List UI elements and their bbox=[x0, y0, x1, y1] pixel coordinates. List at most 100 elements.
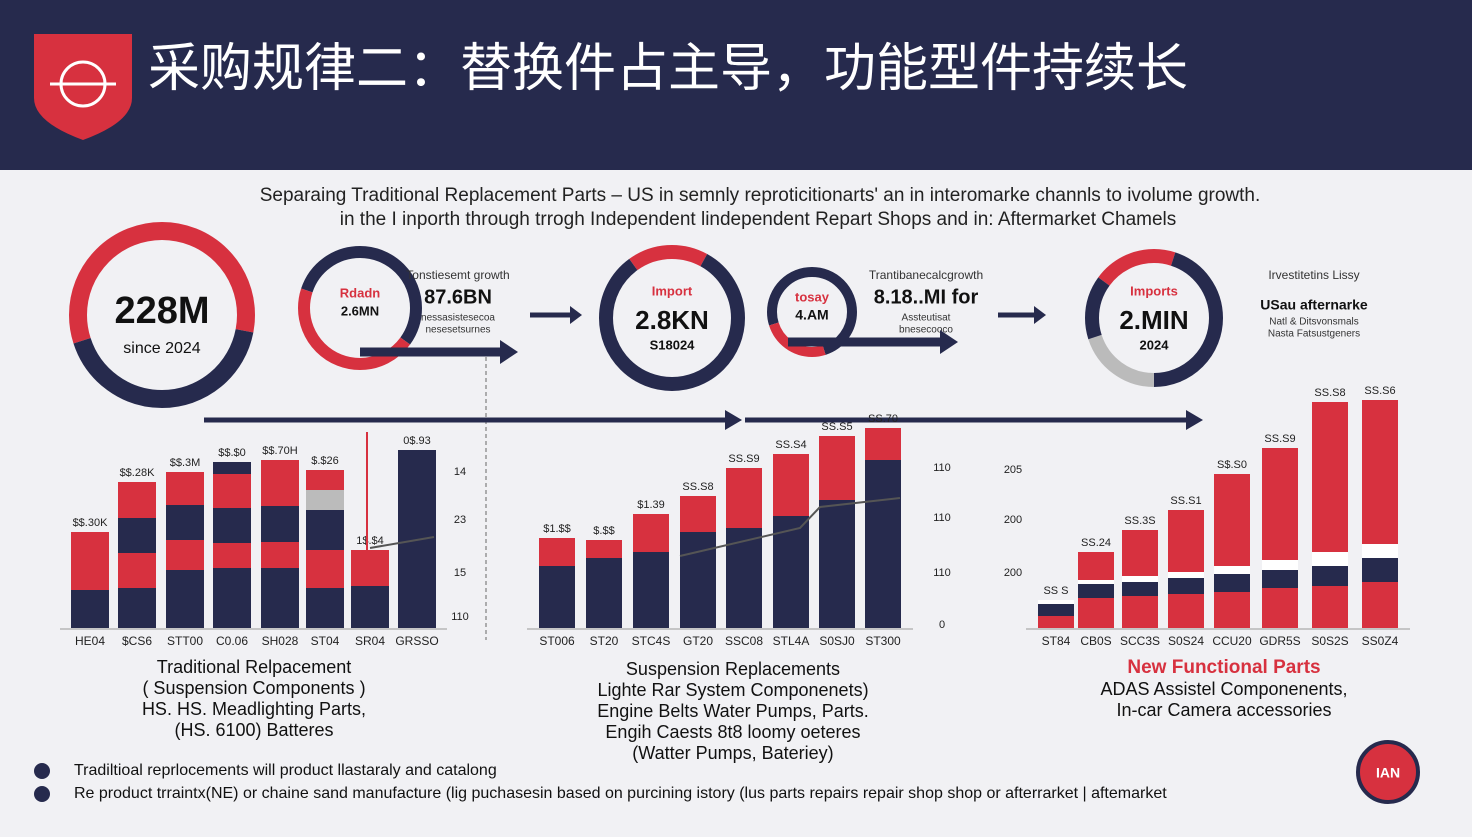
bar-label: 1$.$4 bbox=[356, 535, 384, 547]
bar-segment bbox=[633, 514, 669, 552]
x-label: ST20 bbox=[590, 634, 619, 648]
x-label: $CS6 bbox=[122, 634, 152, 648]
bar-segment bbox=[1214, 592, 1250, 628]
bar-segment bbox=[1214, 474, 1250, 566]
x-label: CCU20 bbox=[1212, 634, 1252, 648]
donut-arc bbox=[69, 222, 255, 408]
bar-segment bbox=[118, 518, 156, 553]
bar-segment bbox=[773, 516, 809, 628]
bar-label: S$.S0 bbox=[1217, 459, 1247, 471]
bar-label: SS.S8 bbox=[1314, 387, 1345, 399]
trend-line bbox=[369, 536, 435, 549]
axis-label: 200 bbox=[1004, 514, 1022, 526]
title: 采购规律二：替换件占主导，功能型件持续长 bbox=[148, 39, 1188, 99]
bar-segment bbox=[1038, 600, 1074, 604]
bar-label: SS.S8 bbox=[682, 481, 713, 493]
bar-label: SS.24 bbox=[1081, 537, 1111, 549]
x-label: STT00 bbox=[167, 634, 203, 648]
x-label: SR04 bbox=[355, 634, 385, 648]
bar-segment bbox=[118, 482, 156, 518]
bar-segment bbox=[1312, 402, 1348, 552]
bar-label: SS.S1 bbox=[1170, 495, 1201, 507]
donut-sub: 2024 bbox=[1140, 337, 1170, 352]
axis-label: 205 bbox=[1004, 464, 1022, 476]
bar-segment bbox=[306, 490, 344, 510]
x-label: SSC08 bbox=[725, 634, 763, 648]
donut-value: 2.MIN bbox=[1119, 305, 1188, 335]
caption: Engine Belts Water Pumps, Parts. bbox=[597, 701, 868, 721]
callout-note: nesesetsurnes bbox=[425, 325, 490, 336]
bar-segment bbox=[261, 460, 299, 506]
bar-segment bbox=[1362, 544, 1398, 558]
bar-segment bbox=[1262, 588, 1298, 628]
donut-top: Imports bbox=[1130, 283, 1178, 298]
bar-segment bbox=[586, 558, 622, 628]
bar-segment bbox=[213, 462, 251, 474]
bar-segment bbox=[1122, 576, 1158, 582]
bar-segment bbox=[1312, 552, 1348, 566]
x-label: ST84 bbox=[1042, 634, 1071, 648]
callout-note: Nasta Fatsustgeners bbox=[1268, 329, 1360, 340]
arrow-head bbox=[1186, 410, 1203, 430]
x-label: GDR5S bbox=[1259, 634, 1300, 648]
bar-label: $1.39 bbox=[637, 499, 665, 511]
bar-segment bbox=[1214, 566, 1250, 574]
bar-label: $$.70H bbox=[262, 445, 298, 457]
donut-arc bbox=[767, 267, 857, 357]
bar-segment bbox=[1362, 582, 1398, 628]
callout-value: 8.18..MI for bbox=[874, 286, 979, 308]
donut-value: 2.8KN bbox=[635, 305, 709, 335]
donut-arc bbox=[1085, 249, 1223, 387]
axis-label: 15 bbox=[454, 567, 466, 579]
bar-label: SS.S9 bbox=[1264, 433, 1295, 445]
axis-label: 23 bbox=[454, 514, 466, 526]
x-label: SCC3S bbox=[1120, 634, 1160, 648]
bar-label: $1.$$ bbox=[543, 523, 571, 535]
bar-label: SS.S4 bbox=[775, 439, 806, 451]
callout-note: bnesecooco bbox=[899, 325, 953, 336]
bar-segment bbox=[71, 532, 109, 590]
bar-segment bbox=[1312, 566, 1348, 586]
donut-arc bbox=[298, 246, 422, 370]
bar-segment bbox=[1168, 510, 1204, 572]
bar-segment bbox=[1122, 582, 1158, 596]
bar-label: $$.$0 bbox=[218, 447, 246, 459]
bar-segment bbox=[261, 542, 299, 568]
bar-segment bbox=[865, 428, 901, 460]
donut-value: 2.6MN bbox=[341, 303, 379, 318]
arrow-head bbox=[1034, 306, 1046, 324]
donut-value: 228M bbox=[114, 290, 209, 332]
bar-segment bbox=[1122, 596, 1158, 628]
bar-segment bbox=[261, 506, 299, 542]
bar-segment bbox=[1168, 572, 1204, 578]
donut-arc bbox=[298, 246, 422, 370]
caption: ADAS Assistel Componenents, bbox=[1100, 679, 1347, 699]
bar-segment bbox=[1168, 594, 1204, 628]
x-label: S0SJ0 bbox=[819, 634, 855, 648]
bar-segment bbox=[213, 508, 251, 543]
bar-segment bbox=[166, 472, 204, 505]
callout-note: Assteutisat bbox=[902, 313, 951, 324]
x-label: CB0S bbox=[1080, 634, 1111, 648]
bar-segment bbox=[1078, 552, 1114, 580]
bar-label: $.$26 bbox=[311, 455, 339, 467]
bar-segment bbox=[1038, 604, 1074, 616]
bullet bbox=[34, 763, 50, 779]
bar-segment bbox=[166, 505, 204, 540]
x-label: GRSSO bbox=[395, 634, 438, 648]
bar-segment bbox=[680, 532, 716, 628]
bar-label: SS.70 bbox=[868, 413, 898, 425]
callout-note: Natl & Ditsvonsmals bbox=[1269, 317, 1358, 328]
donut-top: tosay bbox=[795, 289, 830, 304]
caption-title: New Functional Parts bbox=[1127, 657, 1320, 678]
x-label: ST300 bbox=[865, 634, 901, 648]
donut-top: Import bbox=[652, 283, 693, 298]
bar-label: SS S bbox=[1043, 585, 1068, 597]
axis-label: 110 bbox=[933, 512, 951, 524]
x-label: ST04 bbox=[311, 634, 340, 648]
x-label: S0S24 bbox=[1168, 634, 1204, 648]
bullet bbox=[34, 786, 50, 802]
bar-label: 0$.93 bbox=[403, 435, 431, 447]
donut-arc bbox=[767, 267, 857, 357]
